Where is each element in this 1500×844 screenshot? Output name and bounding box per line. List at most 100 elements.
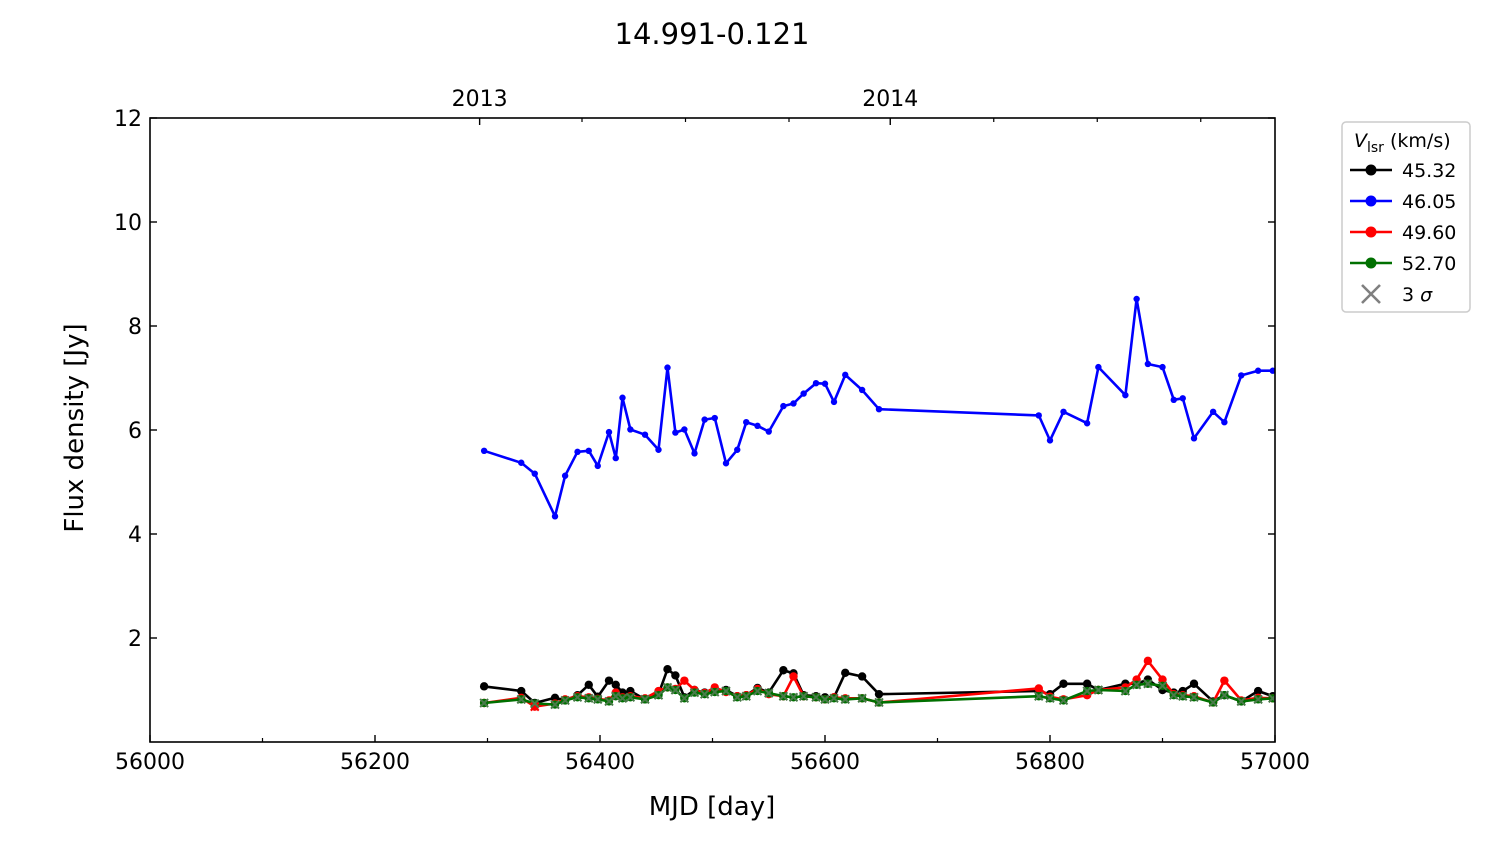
data-point-46.05 [1083,420,1091,427]
sigma-marker [1093,685,1104,695]
data-point-46.05 [612,454,619,462]
axes-layer: 56000 56200 56400 56600 56800 57000 2 4 6 8 10 12 20… [114,87,1310,775]
data-point-46.05 [1238,372,1245,379]
sigma-marker [572,692,583,702]
data-point-46.05 [765,428,772,435]
data-point-46.05 [641,431,649,438]
sigma-marker [662,682,673,693]
sigma-marker [617,693,628,704]
y-axis-label: Flux density [Jy] [60,323,90,532]
legend-label-52.70: 52.70 [1402,253,1456,275]
data-point-45.32 [517,686,526,696]
y-tick-label: 6 [128,419,142,444]
sigma-marker [874,697,884,708]
data-point-46.05 [780,402,787,410]
sigma-marker [1208,697,1218,708]
top-tick-label: 2013 [452,87,508,112]
data-point-46.05 [800,390,807,397]
sigma-marker [670,685,681,695]
data-point-46.05 [858,386,866,394]
sigma-marker [1253,694,1263,705]
data-point-46.05 [551,513,559,520]
sigma-marker [1143,679,1153,689]
sigma-marker [1236,696,1246,707]
sigma-marker [1058,695,1069,706]
legend-sigma-marker [1361,284,1381,304]
data-point-46.05 [681,426,688,433]
sigma-marker [653,690,664,700]
data-point-46.05 [585,447,592,454]
data-point-45.32 [1082,679,1092,688]
sigma-marker [1189,692,1199,702]
sigma-marker [679,693,690,704]
sigma-marker [1034,691,1044,701]
data-point-45.32 [611,680,620,689]
sigma-marker [1219,690,1230,700]
data-point-45.32 [874,689,884,699]
data-point-46.05 [1046,437,1054,444]
sigma-marker [1169,690,1179,700]
data-point-46.05 [691,450,698,457]
sigma-marker [611,691,621,701]
data-point-46.05 [821,380,829,387]
legend-label-46.05: 46.05 [1402,191,1456,213]
sigma-marker [625,692,636,702]
legend-marker-52.70 [1365,257,1377,269]
data-point-46.05 [561,472,569,479]
y-tick-label: 12 [114,107,142,132]
x-tick-label: 56600 [790,750,860,775]
sigma-marker [798,691,809,701]
data-point-49.60 [1034,684,1043,693]
data-point-45.32 [604,676,614,685]
y-tick-label: 4 [128,523,142,548]
sigma-marker [820,694,830,705]
data-point-46.05 [743,419,750,426]
data-point-45.32 [1253,686,1263,696]
x-axis-label: MJD [day] [649,792,776,822]
sigma-marker [640,694,650,705]
data-point-46.05 [875,406,883,413]
data-point-46.05 [518,459,525,466]
data-point-49.60 [1158,675,1167,684]
sigma-marker [699,689,710,699]
top-tick-label: 2014 [862,87,918,112]
data-point-45.32 [779,666,788,675]
sigma-marker [1157,681,1168,691]
y-tick-label: 8 [128,315,142,340]
legend-label-45.32: 45.32 [1402,160,1456,182]
plot-frame [149,117,1276,743]
data-point-46.05 [627,426,634,433]
sigma-marker [1268,693,1275,704]
sigma-marker [604,696,614,707]
sigma-marker [530,701,540,712]
data-point-46.05 [1221,419,1228,426]
data-point-46.05 [701,416,708,423]
data-point-46.05 [1122,391,1129,399]
x-tick-label: 56800 [1015,750,1085,775]
legend-title: Vlsr (km/s) [1354,130,1451,156]
data-point-49.60 [789,672,798,681]
data-point-46.05 [574,448,581,456]
data-point-46.05 [790,400,797,407]
data-point-46.05 [812,380,820,387]
sigma-marker [840,694,850,705]
data-point-46.05 [1159,363,1166,371]
sigma-marker [550,699,560,710]
data-point-45.32 [671,671,680,680]
data-point-45.32 [479,682,489,691]
data-point-45.32 [841,668,850,678]
sigma-marker [560,695,570,706]
sigma-marker [829,693,839,704]
sigma-marker [1082,686,1092,696]
legend-marker-45.32 [1365,164,1377,176]
legend-label-49.60: 49.60 [1402,222,1456,244]
legend-sigma-label: 3 σ [1402,284,1433,306]
sigma-marker [530,698,540,709]
data-point-46.05 [1190,435,1198,442]
data-point-46.05 [619,394,626,401]
data-point-46.05 [655,446,662,453]
sigma-marker [752,686,763,696]
data-point-46.05 [1170,396,1177,404]
data-point-45.32 [584,680,593,689]
